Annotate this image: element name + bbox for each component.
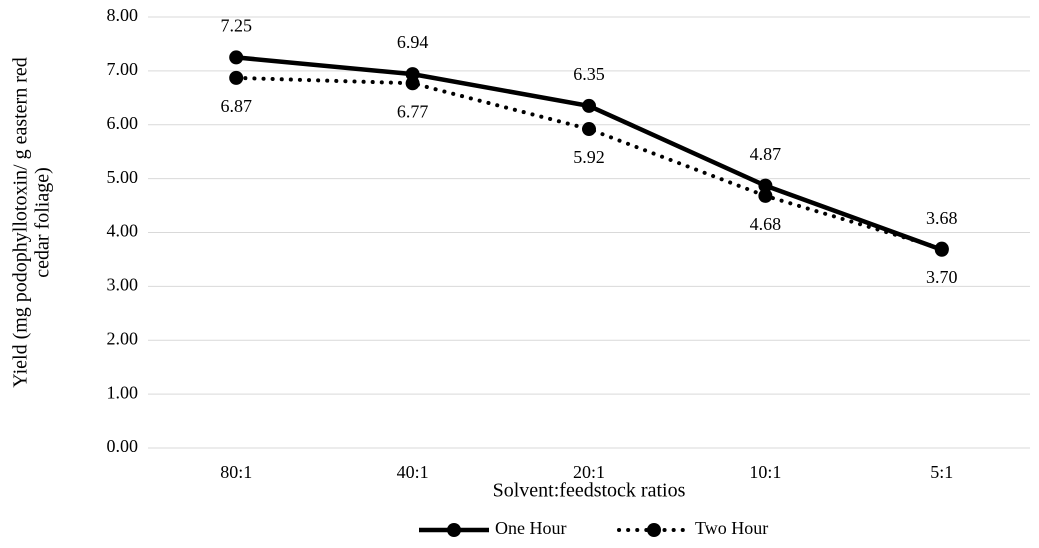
y-tick-label: 6.00 — [107, 113, 139, 133]
y-tick-label: 4.00 — [107, 221, 139, 241]
data-label: 5.92 — [573, 147, 605, 167]
data-label: 4.87 — [750, 144, 782, 164]
y-tick-label: 5.00 — [107, 167, 139, 187]
data-label: 3.68 — [926, 208, 958, 228]
series-line — [234, 75, 944, 251]
y-tick-label: 2.00 — [107, 328, 139, 348]
x-axis-title: Solvent:feedstock ratios — [493, 480, 686, 502]
data-label: 4.68 — [750, 214, 782, 234]
x-tick-label: 40:1 — [397, 462, 429, 482]
data-point — [405, 76, 420, 91]
legend-label: Two Hour — [695, 518, 768, 538]
y-tick-label: 8.00 — [107, 5, 139, 25]
legend-marker — [447, 523, 461, 537]
data-point — [582, 122, 596, 137]
data-label: 6.35 — [573, 64, 605, 84]
data-point — [229, 70, 244, 85]
legend-label: One Hour — [495, 518, 566, 538]
x-tick-label: 5:1 — [930, 462, 953, 482]
data-label: 6.77 — [397, 101, 429, 121]
data-label: 6.94 — [397, 32, 429, 52]
data-label: 3.70 — [926, 267, 958, 287]
y-axis-title: cedar foliage) — [32, 167, 54, 277]
data-point — [582, 98, 596, 113]
y-tick-label: 3.00 — [107, 275, 139, 295]
data-point — [758, 178, 773, 193]
y-tick-label: 0.00 — [107, 436, 139, 456]
x-tick-label: 20:1 — [573, 462, 605, 482]
data-label: 7.25 — [220, 16, 252, 36]
data-label: 6.87 — [220, 96, 252, 116]
y-tick-label: 1.00 — [107, 382, 139, 402]
data-point — [934, 241, 949, 256]
data-point — [229, 50, 244, 65]
legend-marker — [647, 523, 661, 537]
y-axis-title: Yield (mg podophyllotoxin/ g eastern red — [10, 57, 32, 388]
y-tick-label: 7.00 — [107, 59, 139, 79]
data-point — [758, 188, 773, 203]
x-tick-label: 80:1 — [220, 462, 252, 482]
x-tick-label: 10:1 — [749, 462, 781, 482]
